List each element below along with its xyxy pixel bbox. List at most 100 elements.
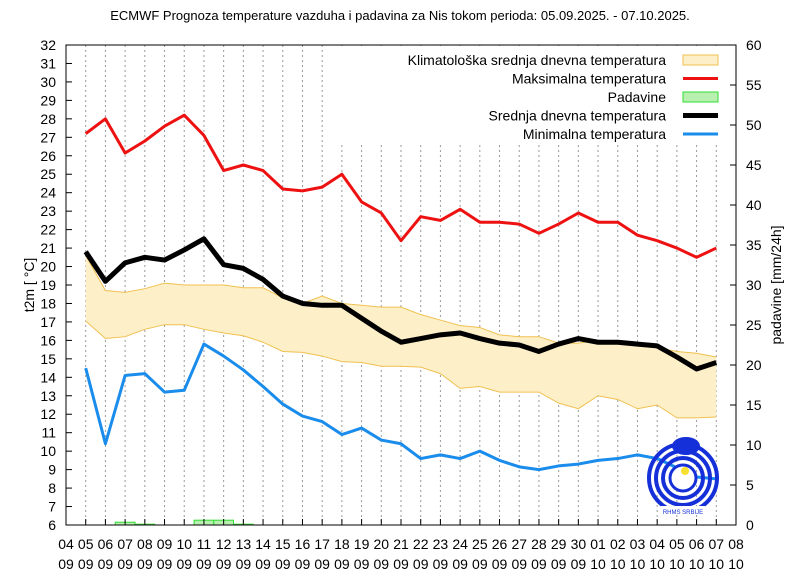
y-tick-label: 31 (40, 55, 56, 71)
x-tick-day: 06 (98, 536, 114, 552)
y-tick-label: 23 (40, 203, 56, 219)
legend-label: Maksimalna temperatura (512, 71, 666, 87)
x-tick-month: 10 (649, 556, 665, 572)
legend-background (330, 46, 735, 142)
y-tick-label: 26 (40, 148, 56, 164)
x-tick-month: 09 (117, 556, 133, 572)
y-tick-label: 8 (48, 480, 56, 496)
x-tick-day: 25 (472, 536, 488, 552)
y-tick-label: 6 (48, 517, 56, 533)
y-tick-label: 29 (40, 92, 56, 108)
x-tick-month: 09 (413, 556, 429, 572)
x-tick-day: 18 (334, 536, 350, 552)
x-tick-month: 09 (314, 556, 330, 572)
x-tick-day: 23 (433, 536, 449, 552)
y2-tick-label: 40 (746, 197, 762, 213)
x-tick-month: 09 (531, 556, 547, 572)
x-tick-month: 09 (216, 556, 232, 572)
y-tick-label: 13 (40, 388, 56, 404)
x-tick-day: 03 (630, 536, 646, 552)
legend-label: Srednja dnevna temperatura (489, 108, 667, 124)
y2-axis-label: padavine [mm/24h] (768, 225, 784, 344)
x-tick-month: 09 (137, 556, 153, 572)
x-tick-day: 21 (393, 536, 409, 552)
y-tick-label: 18 (40, 295, 56, 311)
y-tick-label: 11 (41, 425, 56, 441)
x-tick-month: 09 (452, 556, 468, 572)
x-tick-month: 10 (590, 556, 606, 572)
y-tick-label: 9 (48, 462, 56, 478)
y-axis-label: t2m [ °C] (21, 258, 37, 313)
x-tick-month: 09 (511, 556, 527, 572)
x-tick-month: 09 (492, 556, 508, 572)
x-tick-month: 09 (196, 556, 212, 572)
y2-tick-label: 45 (746, 157, 762, 173)
y-tick-label: 24 (40, 185, 56, 201)
x-tick-day: 07 (117, 536, 133, 552)
legend-label: Klimatološka srednja dnevna temperatura (408, 52, 667, 68)
y-tick-label: 28 (40, 111, 56, 127)
x-tick-month: 10 (709, 556, 725, 572)
x-tick-day: 13 (236, 536, 252, 552)
x-tick-month: 09 (334, 556, 350, 572)
y2-tick-label: 35 (746, 237, 762, 253)
y-tick-label: 21 (40, 240, 56, 256)
x-tick-month: 09 (571, 556, 587, 572)
x-tick-month: 09 (98, 556, 114, 572)
x-tick-month: 09 (275, 556, 291, 572)
y2-tick-label: 60 (746, 37, 762, 53)
x-tick-day: 16 (295, 536, 311, 552)
y2-tick-label: 10 (746, 437, 762, 453)
x-tick-day: 27 (511, 536, 527, 552)
y-tick-label: 19 (40, 277, 56, 293)
x-tick-day: 04 (649, 536, 665, 552)
x-tick-day: 06 (689, 536, 705, 552)
series-line-srednja (83, 236, 718, 372)
x-tick-day: 14 (255, 536, 271, 552)
y-tick-label: 32 (40, 37, 56, 53)
x-tick-day: 02 (610, 536, 626, 552)
legend-swatch-band (682, 54, 719, 66)
legend-label: Padavine (608, 89, 667, 105)
x-tick-day: 08 (728, 536, 744, 552)
y-tick-label: 12 (40, 406, 56, 422)
legend: Klimatološka srednja dnevna temperatura M… (408, 52, 719, 142)
legend-swatch-precipitation (682, 91, 719, 103)
x-tick-month: 09 (255, 556, 271, 572)
x-tick-day: 07 (709, 536, 725, 552)
y2-tick-label: 0 (746, 517, 754, 533)
chart-title: ECMWF Prognoza temperature vazduha i pad… (110, 8, 690, 23)
x-tick-day: 22 (413, 536, 429, 552)
x-tick-month: 09 (78, 556, 94, 572)
y-tick-label: 14 (40, 369, 56, 385)
y2-tick-label: 50 (746, 117, 762, 133)
x-tick-month: 09 (393, 556, 409, 572)
x-tick-month: 09 (472, 556, 488, 572)
x-tick-day: 10 (176, 536, 192, 552)
x-tick-day: 12 (216, 536, 232, 552)
x-tick-month: 09 (157, 556, 173, 572)
y-tick-label: 10 (40, 443, 56, 459)
x-tick-day: 11 (197, 536, 212, 552)
x-tick-day: 01 (590, 536, 606, 552)
y-tick-label: 22 (40, 222, 56, 238)
x-tick-day: 17 (314, 536, 330, 552)
x-tick-day: 20 (374, 536, 390, 552)
y2-tick-label: 5 (746, 477, 754, 493)
y2-tick-label: 25 (746, 317, 762, 333)
svg-text:RHMS SRBIJE: RHMS SRBIJE (663, 510, 703, 516)
x-tick-month: 09 (433, 556, 449, 572)
series-line-maksimalna (84, 113, 717, 259)
y-tick-label: 16 (40, 332, 56, 348)
rhms-logo: RHMS SRBIJE (647, 437, 719, 516)
y2-tick-label: 15 (746, 397, 762, 413)
y2-tick-label: 55 (746, 77, 762, 93)
x-tick-day: 30 (571, 536, 587, 552)
y-tick-label: 20 (40, 259, 56, 275)
x-tick-month: 09 (551, 556, 567, 572)
x-tick-month: 09 (176, 556, 192, 572)
x-tick-day: 09 (157, 536, 173, 552)
x-tick-day: 08 (137, 536, 153, 552)
y-tick-label: 27 (40, 129, 56, 145)
